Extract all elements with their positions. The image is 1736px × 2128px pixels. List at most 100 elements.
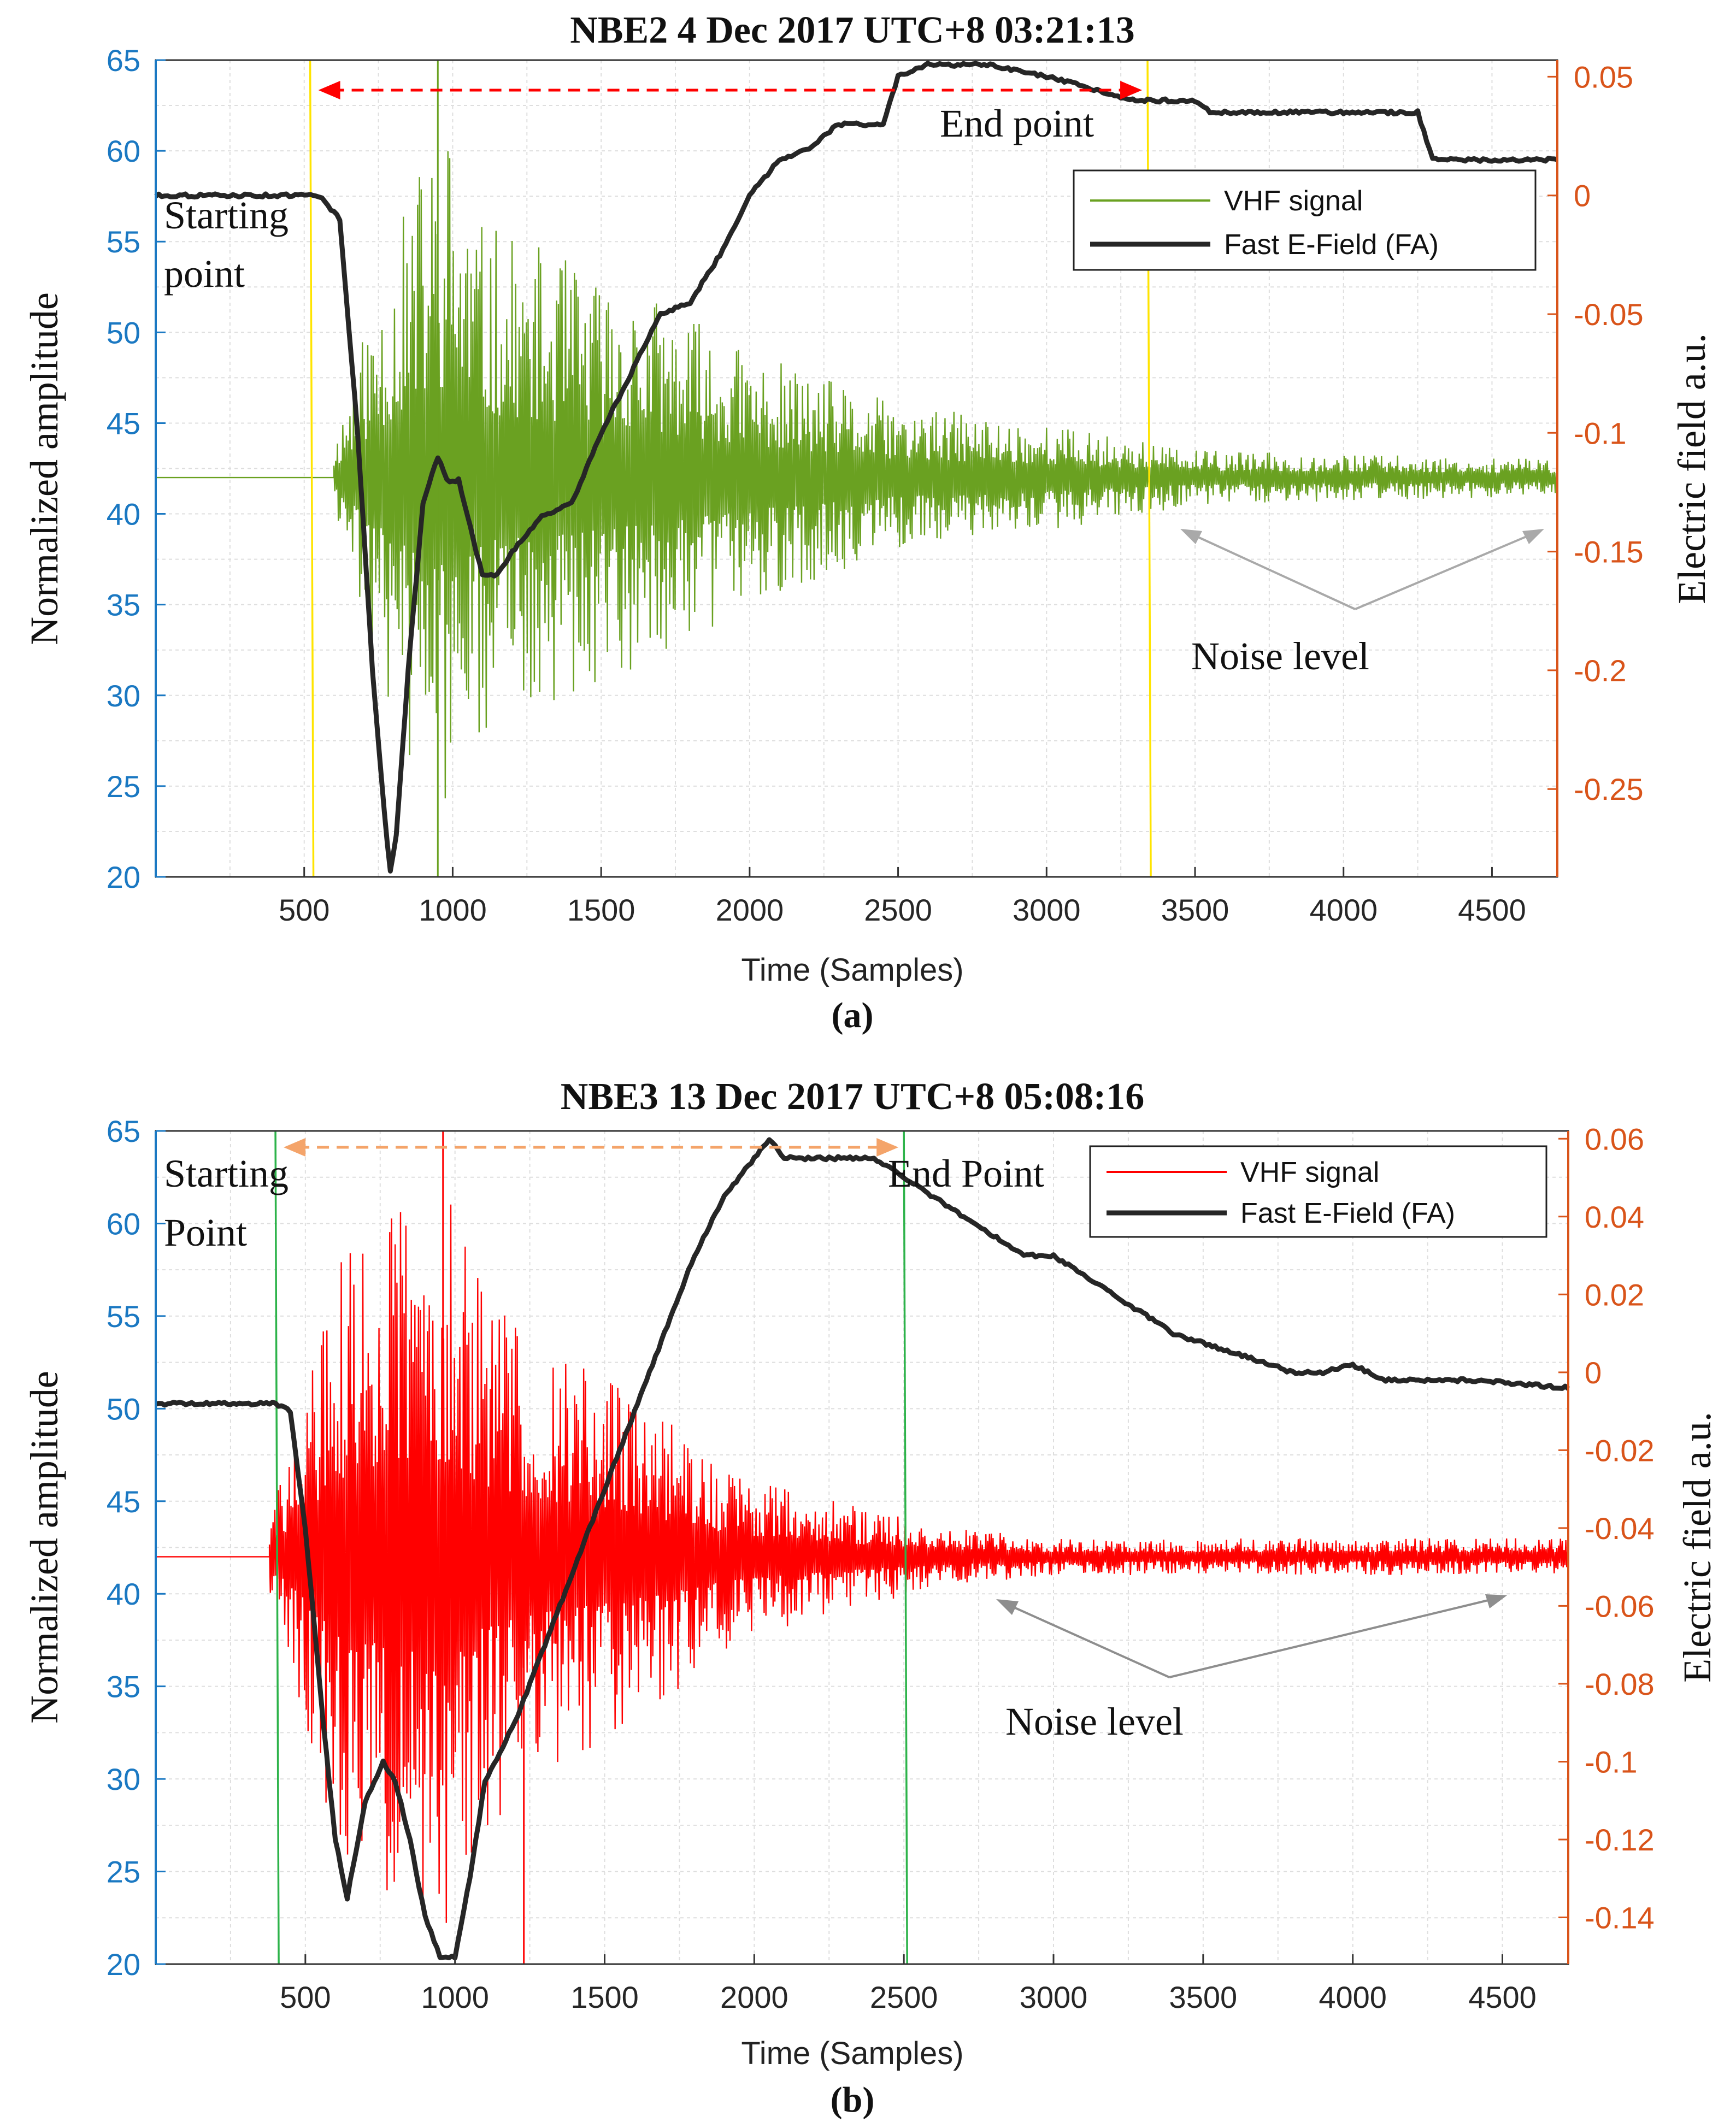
fast-efield-line (155, 1137, 1570, 1961)
noise-arrow-left (1188, 532, 1356, 610)
start-label-line2: point (164, 252, 245, 296)
fast-efield-series (154, 61, 1558, 874)
x-tick-label: 3500 (1161, 893, 1229, 927)
left-tick-label: 50 (107, 1392, 140, 1426)
chart-title: NBE3 13 Dec 2017 UTC+8 05:08:16 (561, 1076, 1144, 1118)
left-tick-label: 20 (107, 1947, 140, 1982)
noise-arrow-right (1355, 532, 1536, 610)
left-tick-label: 60 (107, 134, 140, 168)
legend: VHF signal Fast E-Field (FA) (1073, 169, 1537, 271)
duration-arrowhead-left (284, 1138, 306, 1157)
left-tick-label: 30 (107, 1762, 140, 1796)
left-tick-label: 60 (107, 1206, 140, 1241)
vhf-signal-line (156, 151, 1558, 799)
right-tick-label: -0.04 (1585, 1511, 1655, 1546)
left-tick-label: 55 (107, 1299, 140, 1334)
legend-box (1089, 1145, 1547, 1238)
start-marker-line (274, 1130, 280, 1965)
x-tick-label: 500 (279, 893, 329, 927)
x-axis-ticks: 500 1000 1500 2000 2500 3000 3500 4000 4500 (279, 867, 1526, 927)
end-marker-line (903, 1130, 908, 1965)
noise-arrows (1180, 529, 1544, 610)
right-tick-label: -0.12 (1585, 1823, 1655, 1857)
y-axis-label: Normalized amplitude (22, 1371, 66, 1724)
y2-axis-label: Electric field a.u. (1675, 1412, 1719, 1683)
right-tick-label: 0.06 (1585, 1122, 1644, 1156)
panel-a: NBE2 4 Dec 2017 UTC+8 03:21:13 20 25 30 35 4… (22, 9, 1714, 1035)
vhf-signal-series (156, 151, 1558, 799)
start-label-line2: Point (164, 1211, 247, 1254)
x-tick-label: 4500 (1458, 893, 1526, 927)
x-tick-label: 1000 (421, 1980, 489, 2014)
left-axis-ticks: 20 25 30 35 40 45 50 55 60 65 (107, 43, 166, 894)
left-tick-label: 55 (107, 225, 140, 259)
chart-title: NBE2 4 Dec 2017 UTC+8 03:21:13 (570, 9, 1134, 51)
right-tick-label: -0.06 (1585, 1589, 1655, 1623)
left-tick-label: 25 (107, 1855, 140, 1889)
noise-arrowhead-right (1522, 529, 1544, 544)
right-tick-label: -0.1 (1585, 1744, 1638, 1779)
x-tick-label: 3500 (1169, 1980, 1238, 2014)
right-axis-ticks: -0.25 -0.2 -0.15 -0.1 -0.05 0 0.05 (1547, 60, 1644, 877)
x-axis-label: Time (Samples) (741, 2036, 963, 2071)
x-tick-label: 2500 (870, 1980, 938, 2014)
right-tick-label: 0.02 (1585, 1277, 1644, 1312)
end-label: End Point (888, 1152, 1044, 1195)
start-label-line1: Starting (164, 193, 289, 237)
legend-label-vhf: VHF signal (1240, 1157, 1379, 1188)
duration-arrow (284, 1138, 899, 1157)
legend: VHF signal Fast E-Field (FA) (1089, 1145, 1547, 1238)
fast-efield-series (155, 1137, 1570, 1961)
left-tick-label: 40 (107, 497, 140, 532)
vhf-signal-series (156, 1204, 1569, 1923)
legend-label-fa: Fast E-Field (FA) (1224, 229, 1439, 261)
start-annotation: Starting Point (164, 1152, 289, 1254)
start-label-line1: Starting (164, 1152, 289, 1195)
legend-label-vhf: VHF signal (1224, 185, 1363, 217)
right-axis-ticks: -0.14 -0.12 -0.1 -0.08 -0.06 -0.04 -0.02 0 0.02 0… (1558, 1122, 1655, 1964)
start-marker-line (309, 60, 315, 877)
right-tick-label: 0 (1574, 179, 1591, 213)
x-axis-label: Time (Samples) (741, 952, 963, 988)
x-tick-label: 2000 (720, 1980, 788, 2014)
panel-b: NBE3 13 Dec 2017 UTC+8 05:08:16 20 25 30 35… (22, 1076, 1719, 2120)
right-tick-label: -0.25 (1574, 772, 1644, 806)
left-tick-label: 65 (107, 43, 140, 78)
right-tick-label: 0.05 (1574, 60, 1633, 94)
end-label: End point (940, 102, 1094, 145)
noise-arrow-right (1169, 1597, 1498, 1678)
noise-label: Noise level (1191, 634, 1369, 678)
noise-arrowhead-left (1180, 529, 1202, 544)
legend-label-fa: Fast E-Field (FA) (1240, 1198, 1455, 1229)
x-tick-label: 1500 (567, 893, 635, 927)
left-tick-label: 50 (107, 315, 140, 350)
left-tick-label: 35 (107, 1670, 140, 1704)
left-tick-label: 65 (107, 1114, 140, 1148)
right-tick-label: -0.1 (1574, 416, 1627, 450)
noise-arrowhead-right (1485, 1594, 1507, 1608)
vhf-signal-line (156, 1204, 1569, 1923)
x-tick-label: 2500 (864, 893, 932, 927)
start-annotation: Starting point (164, 193, 289, 296)
right-tick-label: -0.08 (1585, 1667, 1655, 1701)
noise-arrows (996, 1594, 1507, 1678)
right-tick-label: -0.15 (1574, 535, 1644, 569)
right-tick-label: -0.2 (1574, 653, 1627, 688)
x-tick-label: 4000 (1309, 893, 1378, 927)
legend-box (1073, 169, 1537, 271)
left-axis-ticks: 20 25 30 35 40 45 50 55 60 65 (107, 1114, 166, 1982)
x-axis-ticks: 500 1000 1500 2000 2500 3000 3500 4000 4500 (280, 1954, 1537, 2014)
x-tick-label: 3000 (1013, 893, 1081, 927)
x-tick-label: 4500 (1468, 1980, 1537, 2014)
left-tick-label: 30 (107, 679, 140, 713)
start-end-markers (274, 1130, 908, 1965)
right-tick-label: -0.02 (1585, 1433, 1655, 1467)
noise-arrow-left (1005, 1602, 1170, 1678)
x-tick-label: 4000 (1319, 1980, 1387, 2014)
y2-axis-label: Electric field a.u. (1670, 333, 1714, 604)
left-tick-label: 35 (107, 588, 140, 622)
duration-arrow (318, 81, 1143, 99)
noise-label: Noise level (1005, 1700, 1184, 1743)
panel-label: (a) (832, 995, 874, 1035)
